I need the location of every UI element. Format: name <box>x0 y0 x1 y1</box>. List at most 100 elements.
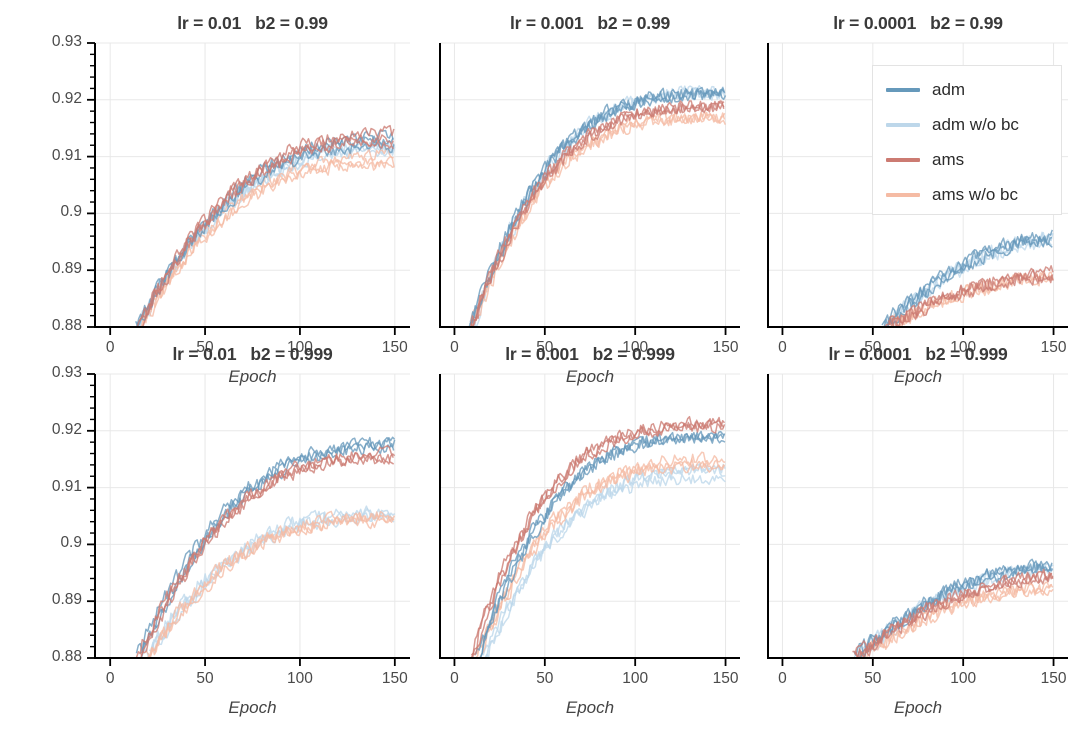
series-line <box>470 100 725 327</box>
y-tick-label: 0.88 <box>51 317 82 334</box>
series-lines <box>468 85 727 327</box>
y-tick-label: 0.92 <box>51 420 82 438</box>
series-line <box>478 430 726 658</box>
series-line <box>882 229 1053 327</box>
subplot-panel <box>87 42 410 335</box>
x-axis-label: Epoch <box>228 698 277 717</box>
x-tick-label: 0 <box>105 339 115 356</box>
series-line <box>854 572 1053 657</box>
x-tick-label: 50 <box>196 670 214 687</box>
series-line <box>478 459 725 658</box>
x-axis-label: Epoch <box>893 367 943 386</box>
legend-label: adm <box>932 80 966 99</box>
y-tick-label: 0.93 <box>51 33 82 50</box>
x-tick-label: 0 <box>778 339 787 356</box>
x-tick-label: 100 <box>287 670 313 687</box>
series-line <box>469 87 726 325</box>
series-lines <box>135 124 396 327</box>
panel-background <box>440 374 740 658</box>
axis-spine <box>767 374 1068 659</box>
series-line <box>135 452 396 658</box>
x-tick-label: 100 <box>622 670 649 687</box>
y-tick-label: 0.91 <box>51 146 82 164</box>
panel-title: lr = 0.0001 b2 = 0.999 <box>828 344 1008 364</box>
series-line <box>485 463 726 658</box>
x-axis-label: Epoch <box>565 698 615 717</box>
series-line <box>857 584 1054 658</box>
x-tick-label: 150 <box>381 339 408 356</box>
x-tick-label: 150 <box>712 339 739 356</box>
subplot-panel <box>87 373 410 666</box>
legend-item: ams w/o bc <box>886 184 1018 206</box>
gridlines <box>768 373 1068 658</box>
series-lines <box>469 415 726 658</box>
x-tick-label: 0 <box>778 670 787 687</box>
series-line <box>884 269 1054 327</box>
y-tick-label: 0.89 <box>51 591 82 609</box>
legend-label: ams <box>932 150 965 169</box>
series-line <box>469 421 726 658</box>
series-line <box>474 431 726 655</box>
subplot-panel <box>439 42 740 335</box>
series-lines <box>881 229 1054 327</box>
axis-spine <box>767 43 1068 328</box>
series-line <box>476 458 726 655</box>
legend-item: adm <box>886 79 965 101</box>
series-line <box>139 134 394 327</box>
series-lines <box>852 558 1054 658</box>
axis-spine <box>439 374 740 659</box>
y-tick-label: 0.91 <box>51 477 82 495</box>
series-line <box>889 272 1054 327</box>
x-axis-label: Epoch <box>565 367 615 386</box>
series-line <box>472 100 725 327</box>
y-tick-label: 0.88 <box>51 648 82 665</box>
legend-swatch-icon <box>886 193 920 197</box>
x-tick-label: 50 <box>536 339 554 356</box>
panel-title: lr = 0.01 b2 = 0.99 <box>177 13 328 33</box>
x-tick-label: 100 <box>950 670 977 687</box>
y-tick-label: 0.89 <box>51 260 82 278</box>
x-tick-label: 150 <box>712 670 739 687</box>
panel-title: lr = 0.0001 b2 = 0.99 <box>833 13 1003 33</box>
x-tick-label: 0 <box>450 670 459 687</box>
series-line <box>852 570 1054 658</box>
x-tick-label: 150 <box>1040 670 1067 687</box>
x-tick-label: 100 <box>287 339 313 356</box>
legend-swatch-icon <box>886 158 920 162</box>
subplot-panel <box>439 373 740 666</box>
legend-swatch-icon <box>886 123 920 127</box>
series-line <box>881 235 1053 326</box>
series-line <box>855 568 1054 658</box>
x-tick-label: 50 <box>536 670 554 687</box>
x-tick-label: 150 <box>1040 339 1067 356</box>
y-tick-label: 0.9 <box>60 203 82 221</box>
x-axis-label: Epoch <box>228 367 277 386</box>
legend-item: adm w/o bc <box>886 114 1019 136</box>
x-tick-label: 50 <box>864 670 882 687</box>
y-tick-label: 0.9 <box>60 534 82 552</box>
panel-title: lr = 0.01 b2 = 0.999 <box>172 344 333 364</box>
panel-title: lr = 0.001 b2 = 0.99 <box>509 13 671 33</box>
subplot-panel <box>767 373 1068 666</box>
series-lines <box>135 436 396 658</box>
legend-label: adm w/o bc <box>932 115 1019 134</box>
x-tick-label: 150 <box>381 670 408 687</box>
series-line <box>146 510 395 658</box>
panel-title: lr = 0.001 b2 = 0.999 <box>505 344 675 364</box>
legend-item: ams <box>886 149 964 171</box>
x-tick-label: 100 <box>950 339 977 356</box>
x-tick-label: 0 <box>450 339 459 356</box>
axis-spine <box>439 43 740 328</box>
legend-label: ams w/o bc <box>932 185 1018 204</box>
y-tick-label: 0.92 <box>51 89 82 107</box>
x-tick-label: 50 <box>196 339 214 356</box>
series-line <box>482 473 726 656</box>
y-tick-label: 0.93 <box>51 364 82 381</box>
gridlines <box>95 42 410 327</box>
x-tick-label: 0 <box>105 670 115 687</box>
x-axis-label: Epoch <box>893 698 943 717</box>
x-tick-label: 50 <box>864 339 882 356</box>
legend-swatch-icon <box>886 88 920 92</box>
